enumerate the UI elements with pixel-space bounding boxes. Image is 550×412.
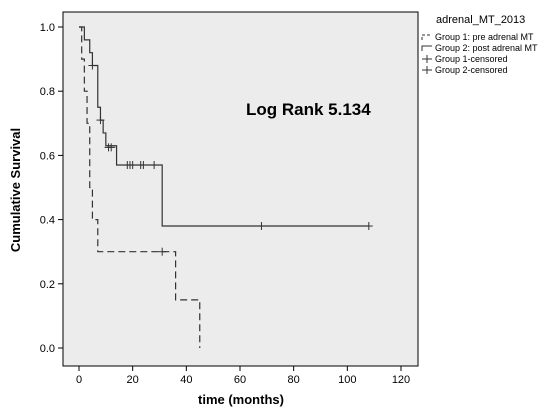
x-axis: 0 20 40 60 80 100 120	[76, 366, 410, 386]
censor-mark-group-1	[150, 161, 159, 170]
legend-item: Group 1-censored	[422, 54, 508, 64]
x-tick-label: 0	[76, 374, 82, 386]
x-tick-label: 80	[288, 374, 300, 386]
series-layer	[79, 26, 373, 348]
legend-item: Group 1: pre adrenal MT	[421, 32, 534, 42]
x-tick-label: 40	[180, 374, 192, 386]
series-line-1	[79, 26, 369, 227]
x-tick-label: 100	[338, 374, 356, 386]
y-tick-label: 0.0	[40, 343, 55, 355]
censor-mark-group-2	[158, 247, 167, 256]
y-tick-label: 1.0	[40, 22, 55, 34]
plot-area	[62, 11, 419, 367]
censor-mark-group-1	[257, 222, 266, 231]
censor-mark-group-1	[139, 161, 148, 170]
censor-mark-group-1	[88, 61, 97, 70]
legend: adrenal_MT_2013 Group 1: pre adrenal MTG…	[421, 14, 538, 75]
x-tick-label: 60	[234, 374, 246, 386]
x-tick-label: 120	[392, 374, 410, 386]
legend-label: Group 1-censored	[435, 54, 508, 64]
y-tick-label: 0.2	[40, 279, 55, 291]
legend-swatch	[421, 34, 432, 40]
censor-mark-group-1	[364, 222, 373, 231]
legend-label: Group 2: post adrenal MT	[435, 43, 538, 53]
legend-item: Group 2-censored	[422, 65, 508, 75]
legend-label: Group 1: pre adrenal MT	[435, 32, 534, 42]
y-axis: 0.0 0.2 0.4 0.6 0.8 1.0	[40, 22, 63, 355]
legend-item: Group 2: post adrenal MT	[421, 43, 538, 53]
series-line-2	[79, 26, 201, 348]
legend-title: adrenal_MT_2013	[436, 14, 525, 26]
legend-swatch	[421, 45, 432, 51]
x-axis-label: time (months)	[198, 392, 284, 407]
y-tick-label: 0.4	[40, 215, 55, 227]
censor-mark-group-1	[107, 143, 116, 152]
y-axis-label: Cumulative Survival	[8, 128, 23, 252]
censor-mark-group-1	[96, 116, 105, 125]
x-tick-label: 20	[127, 374, 139, 386]
y-tick-label: 0.6	[40, 150, 55, 162]
censor-mark-group-1	[128, 161, 137, 170]
log-rank-annotation: Log Rank 5.134	[246, 100, 371, 119]
y-tick-label: 0.8	[40, 86, 55, 98]
legend-label: Group 2-censored	[435, 65, 508, 75]
